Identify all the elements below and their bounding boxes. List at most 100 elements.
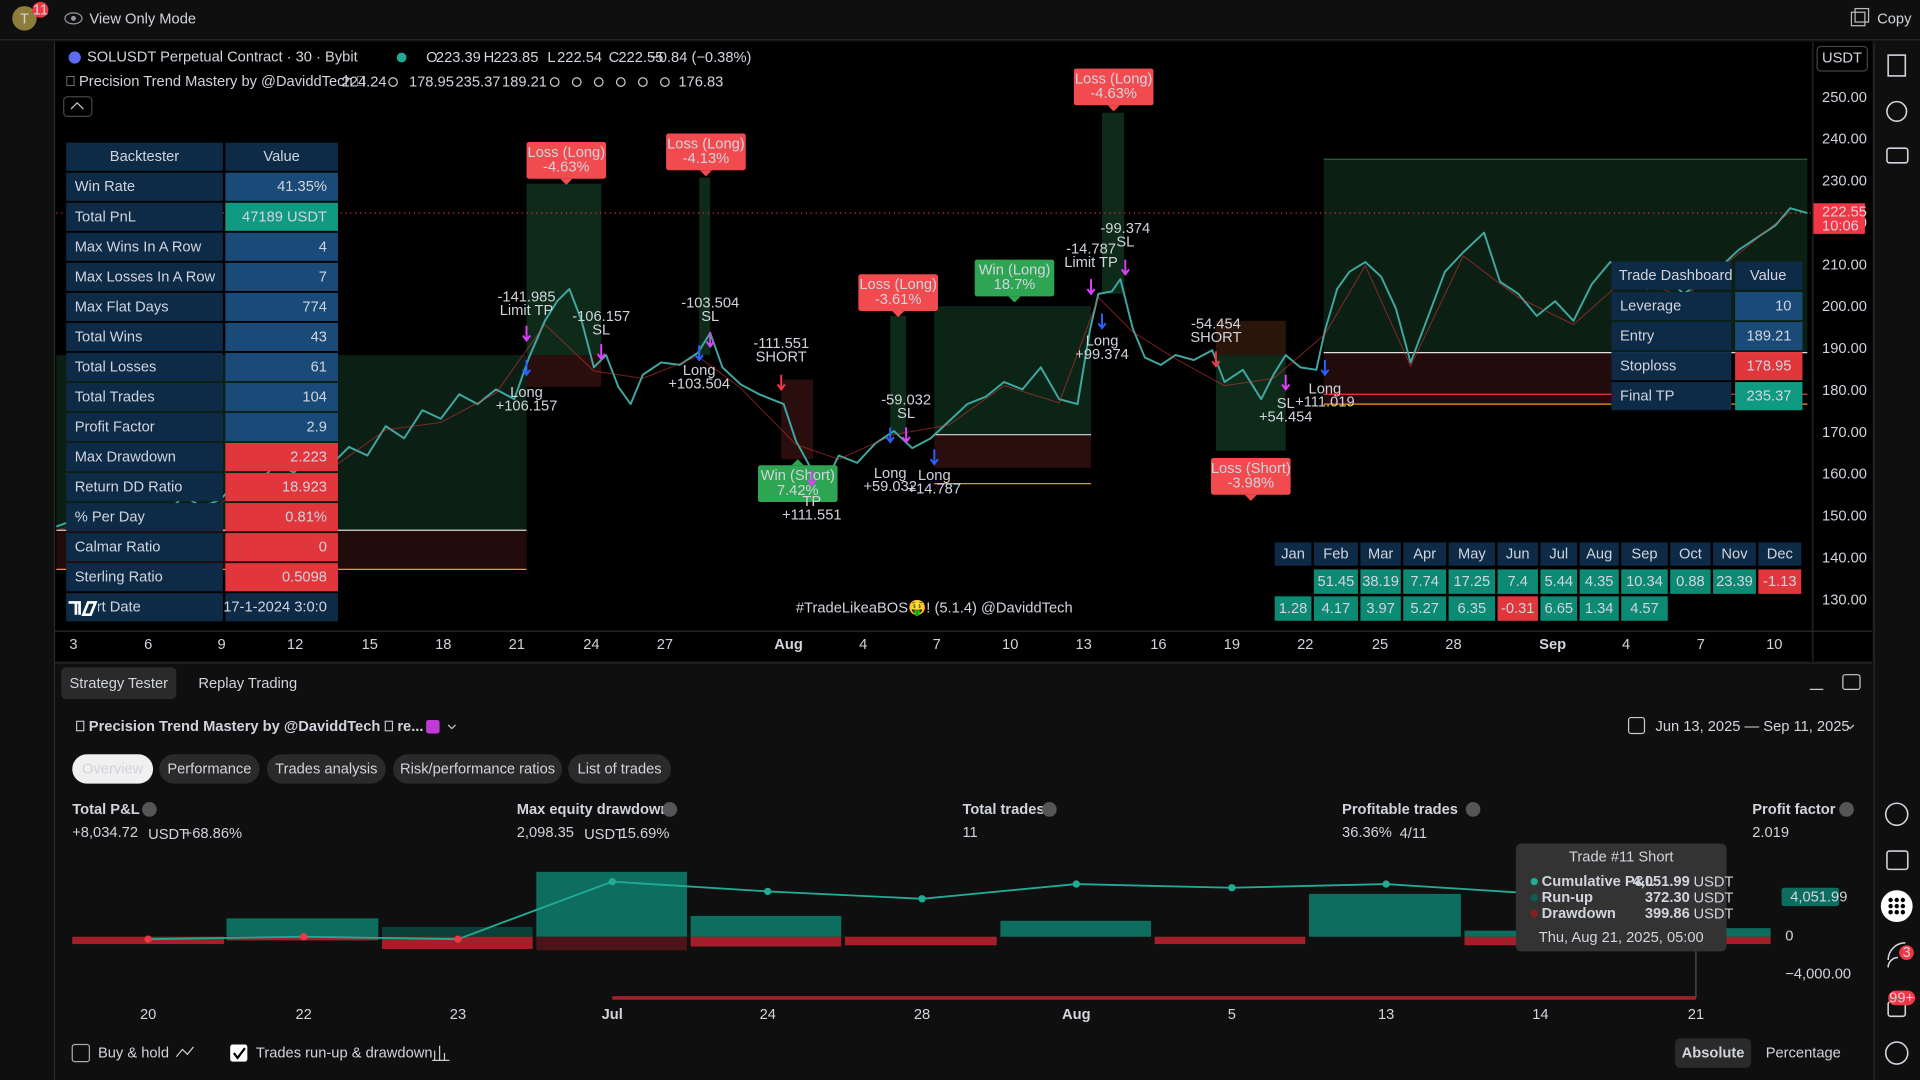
dot — [1888, 897, 1893, 903]
month-cell — [1497, 596, 1538, 621]
subtab[interactable] — [159, 754, 260, 784]
tab-active[interactable] — [61, 667, 177, 700]
table-label: Max Losses In A Row — [75, 269, 216, 285]
table-value: 17-1-2024 3:0:0 — [223, 600, 327, 616]
checkbox[interactable] — [71, 1043, 90, 1063]
month-value: -1.13 — [1763, 574, 1796, 590]
subtab[interactable] — [568, 754, 672, 784]
avatar[interactable] — [12, 6, 37, 31]
marker-label: SHORT — [1190, 330, 1241, 346]
point — [1072, 880, 1080, 888]
toolbar-icon[interactable] — [1886, 100, 1908, 123]
table-cell — [225, 473, 338, 502]
toolbar-icon[interactable] — [1886, 850, 1909, 871]
mode-active[interactable] — [1675, 1038, 1752, 1068]
trade-arrow — [705, 331, 715, 349]
price-label: 180.00 — [1822, 383, 1867, 399]
month-value: 51.45 — [1318, 574, 1355, 590]
control-label[interactable]: Buy & hold — [98, 1046, 169, 1062]
copy-button[interactable]: Copy — [1877, 11, 1912, 27]
ohlc-label: L — [547, 50, 555, 66]
price-label: 240.00 — [1822, 132, 1867, 148]
bar — [844, 936, 997, 946]
equity-date-label: 23 — [450, 1007, 466, 1023]
toolbar-icon[interactable] — [1887, 54, 1907, 77]
month-value: 17.25 — [1453, 574, 1490, 590]
chevron-icon[interactable] — [447, 724, 456, 730]
collapse-button[interactable] — [63, 96, 93, 117]
dot — [1900, 903, 1906, 909]
top-bar — [0, 0, 1920, 40]
price-label: 230.00 — [1822, 174, 1867, 190]
legend-dot — [1530, 877, 1538, 886]
trade-label-pointer — [791, 459, 804, 466]
table-label: Calmar Ratio — [75, 540, 161, 556]
price-label: 200.00 — [1822, 299, 1867, 315]
marker-label: TP — [802, 494, 821, 510]
checkbox[interactable] — [230, 1044, 248, 1062]
table-cell — [1735, 292, 1803, 321]
month-header — [1621, 542, 1668, 566]
equity-date-label: 28 — [914, 1007, 930, 1023]
calendar-icon[interactable] — [1627, 716, 1646, 735]
dot — [1894, 897, 1899, 903]
point — [1228, 884, 1236, 892]
price-label: 170.00 — [1822, 425, 1867, 441]
control-label[interactable]: Trades run-up & drawdown — [256, 1046, 433, 1062]
month-header — [1713, 542, 1756, 566]
marker-label: +106.157 — [496, 398, 558, 414]
table-cell — [1735, 261, 1803, 290]
indicator-value: 176.83 — [678, 75, 723, 91]
trade-label-value: -4.63% — [543, 160, 590, 176]
trade-arrow — [885, 427, 895, 444]
tab[interactable]: Strategy Tester — [70, 676, 169, 692]
maximize-icon[interactable] — [1842, 674, 1861, 690]
table-value: 0.81% — [285, 510, 327, 526]
trade-label-title: Loss (Long) — [528, 145, 606, 161]
trade-label-title: Loss (Long) — [667, 136, 745, 152]
month-value: 5.27 — [1410, 601, 1439, 617]
toolbar-icon[interactable] — [1886, 147, 1909, 164]
subtab[interactable] — [393, 754, 563, 784]
tooltip-value: 4,051.99 — [1633, 874, 1690, 890]
strategy-icon[interactable] — [426, 720, 440, 734]
toolbar-icon[interactable] — [1884, 802, 1909, 827]
table-cell — [225, 533, 338, 562]
trade-label — [1073, 68, 1154, 106]
subtab-label: Overview — [82, 761, 144, 777]
subtab-label: Risk/performance ratios — [400, 761, 555, 777]
chevron-icon[interactable] — [1846, 724, 1855, 730]
indicator-icon — [615, 77, 626, 87]
point — [608, 877, 616, 886]
indicator-value: 189.21 — [502, 75, 547, 91]
subtab[interactable] — [266, 754, 386, 784]
indicator-value: 235.37 — [456, 75, 501, 91]
date-range[interactable]: Jun 13, 2025 — Sep 11, 2025 — [1656, 719, 1850, 735]
metric-value: 11 — [962, 825, 977, 841]
legend-dot — [1530, 893, 1538, 902]
copy-icon[interactable] — [1850, 11, 1866, 27]
table-cell — [225, 142, 338, 171]
dot — [1888, 903, 1893, 909]
currency-selector[interactable] — [1816, 45, 1868, 72]
month-value: 4.35 — [1585, 574, 1614, 590]
table-cell — [225, 322, 338, 351]
toolbar-icon[interactable] — [1884, 1041, 1909, 1065]
date-label: 12 — [287, 637, 303, 653]
mode-button[interactable]: Percentage — [1766, 1046, 1841, 1062]
marker-label: +111.551 — [782, 507, 842, 523]
table-cell — [225, 412, 338, 442]
toolbar-icon[interactable] — [1887, 942, 1906, 968]
mode-button[interactable]: Absolute — [1682, 1046, 1745, 1062]
month-value: 0.88 — [1676, 574, 1705, 590]
subtab[interactable] — [72, 754, 154, 784]
table-label: Max Wins In A Row — [75, 239, 202, 255]
tab[interactable]: Replay Trading — [198, 676, 297, 692]
table-cell — [1611, 382, 1732, 411]
date-label: 9 — [218, 637, 226, 653]
last-price-box — [1813, 203, 1865, 234]
marker-label: +14.787 — [908, 482, 962, 498]
table-cell — [1611, 322, 1732, 351]
axis-badge — [1781, 887, 1840, 907]
currency-selector[interactable]: USDT — [1822, 51, 1862, 67]
